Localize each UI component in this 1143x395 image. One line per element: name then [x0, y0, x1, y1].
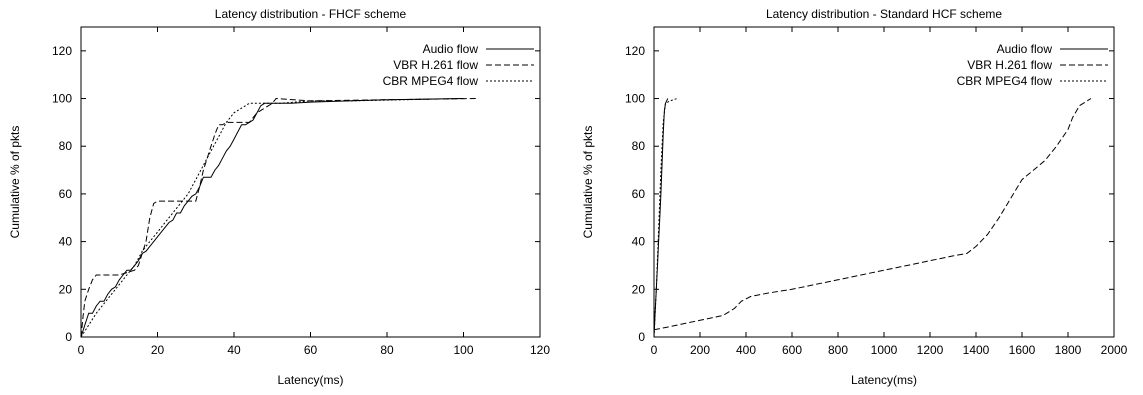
- x-tick-label: 80: [380, 343, 394, 357]
- y-tick-label: 0: [65, 330, 72, 344]
- x-tick-label: 120: [530, 343, 550, 357]
- y-tick-label: 80: [59, 139, 73, 153]
- legend-label: VBR H.261 flow: [967, 58, 1052, 72]
- y-axis-label: Cumulative % of pkts: [8, 126, 22, 239]
- series-line-vbr-h-261-flow: [654, 98, 1092, 331]
- legend-label: VBR H.261 flow: [393, 58, 478, 72]
- series-line-audio-flow: [654, 98, 669, 337]
- y-tick-label: 100: [52, 92, 72, 106]
- y-tick-label: 20: [632, 282, 646, 296]
- y-axis-label: Cumulative % of pkts: [581, 126, 595, 239]
- y-tick-label: 40: [59, 235, 73, 249]
- y-tick-label: 80: [632, 139, 646, 153]
- y-tick-label: 120: [52, 44, 72, 58]
- legend-label: CBR MPEG4 flow: [383, 74, 479, 88]
- y-tick-label: 60: [59, 187, 73, 201]
- x-tick-label: 1600: [1009, 343, 1036, 357]
- x-tick-label: 100: [453, 343, 473, 357]
- x-tick-label: 40: [227, 343, 241, 357]
- series-line-audio-flow: [81, 98, 464, 337]
- chart-panel-1: Latency distribution - FHCF scheme 0 20 40 6…: [8, 7, 550, 387]
- x-tick-label: 1200: [917, 343, 944, 357]
- x-tick-label: 1400: [963, 343, 990, 357]
- series-line-cbr-mpeg4-flow: [654, 98, 678, 337]
- x-axis-label: Latency(ms): [277, 373, 343, 387]
- x-axis-label: Latency(ms): [851, 373, 917, 387]
- chart-panel-2: Latency distribution - Standard HCF sche…: [581, 7, 1128, 387]
- chart-title: Latency distribution - FHCF scheme: [215, 7, 407, 21]
- x-tick-label: 600: [782, 343, 802, 357]
- y-tick-label: 0: [638, 330, 645, 344]
- y-tick-label: 100: [625, 92, 645, 106]
- y-tick-label: 40: [632, 235, 646, 249]
- legend-label: CBR MPEG4 flow: [957, 74, 1053, 88]
- legend-label: Audio flow: [423, 42, 479, 56]
- x-tick-label: 60: [304, 343, 318, 357]
- y-tick-label: 60: [632, 187, 646, 201]
- x-tick-label: 400: [736, 343, 756, 357]
- x-tick-label: 1800: [1055, 343, 1082, 357]
- x-tick-label: 1000: [871, 343, 898, 357]
- series-line-vbr-h-261-flow: [81, 97, 479, 337]
- chart-title: Latency distribution - Standard HCF sche…: [766, 7, 1002, 21]
- y-tick-label: 20: [59, 282, 73, 296]
- x-tick-label: 20: [151, 343, 165, 357]
- x-tick-label: 800: [828, 343, 848, 357]
- x-tick-label: 0: [78, 343, 85, 357]
- x-tick-label: 200: [690, 343, 710, 357]
- y-tick-label: 120: [625, 44, 645, 58]
- x-tick-label: 0: [651, 343, 658, 357]
- series-line-cbr-mpeg4-flow: [81, 98, 464, 337]
- x-tick-label: 2000: [1101, 343, 1128, 357]
- legend-label: Audio flow: [997, 42, 1053, 56]
